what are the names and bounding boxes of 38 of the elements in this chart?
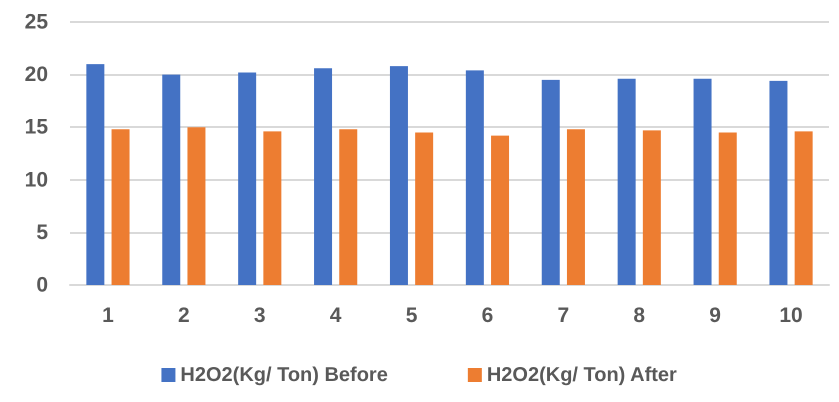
- bar: [466, 70, 484, 285]
- x-tick-label: 6: [482, 304, 494, 327]
- x-tick-label: 3: [254, 304, 266, 327]
- bar: [238, 72, 256, 285]
- x-tick-label: 5: [406, 304, 418, 327]
- bar: [415, 132, 434, 285]
- bar: [162, 74, 180, 285]
- y-tick-label: 0: [36, 274, 48, 296]
- bar: [86, 64, 104, 285]
- bar: [314, 68, 332, 285]
- x-tick-label: 7: [558, 304, 570, 327]
- x-tick-label: 2: [178, 304, 190, 327]
- y-tick-label: 25: [24, 10, 48, 34]
- bar: [542, 80, 560, 285]
- legend-label: H2O2(Kg/ Ton) After: [486, 364, 678, 386]
- bar: [769, 80, 788, 285]
- bar: [491, 136, 510, 285]
- x-tick-label: 4: [330, 304, 342, 327]
- bar: [263, 131, 282, 285]
- x-tick-label: 10: [779, 304, 803, 327]
- bar: [694, 78, 712, 285]
- y-tick-label: 10: [24, 168, 48, 192]
- bar: [642, 130, 661, 285]
- x-tick-label: 9: [709, 304, 721, 327]
- x-tick-label: 8: [633, 304, 646, 327]
- bar: [339, 129, 358, 285]
- bar: [566, 129, 585, 285]
- y-tick-label: 5: [36, 220, 48, 244]
- x-tick-label: 1: [102, 304, 114, 327]
- legend-label: H2O2(Kg/ Ton) Before: [180, 364, 388, 386]
- bar: [112, 129, 130, 285]
- y-tick-label: 15: [24, 116, 48, 139]
- bar: [794, 131, 813, 285]
- bar: [390, 66, 408, 285]
- bar: [187, 127, 206, 285]
- bar: [718, 132, 737, 285]
- bar: [618, 78, 636, 285]
- y-tick-label: 20: [24, 63, 48, 86]
